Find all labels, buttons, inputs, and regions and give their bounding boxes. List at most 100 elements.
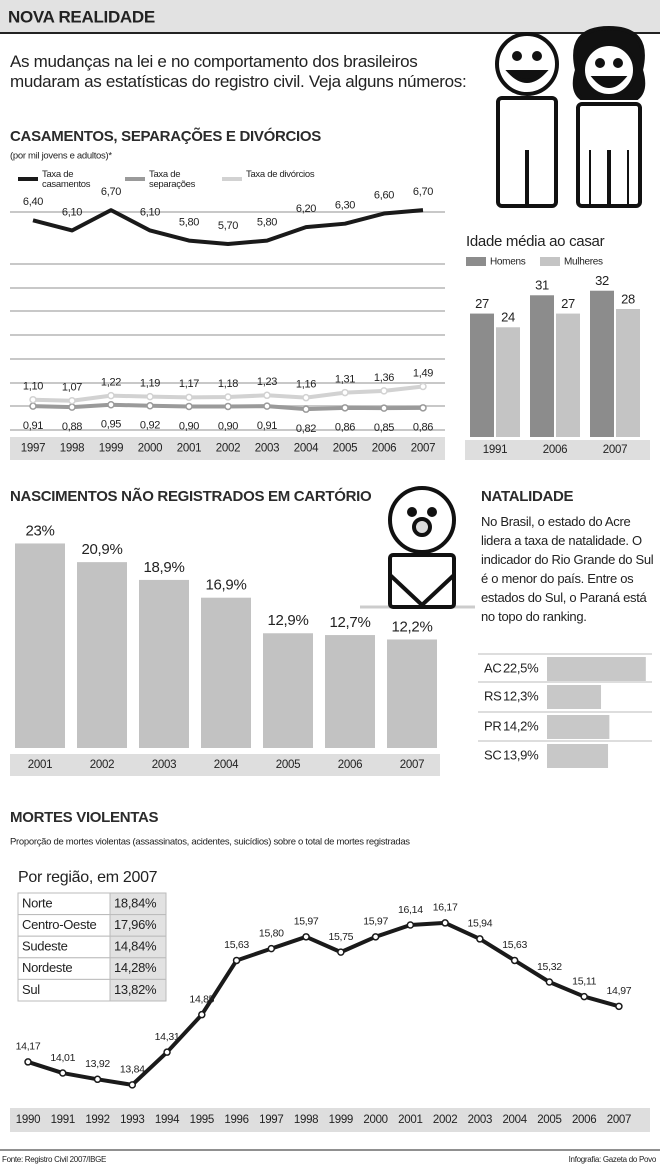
table-value: 17,96% — [114, 917, 157, 932]
point-marker — [419, 404, 427, 412]
x-tick-label: 2001 — [398, 1114, 422, 1126]
data-label: 0,86 — [413, 422, 433, 434]
point-marker — [419, 382, 427, 391]
page-title: NOVA REALIDADE — [8, 7, 155, 26]
x-tick-label: 1995 — [190, 1114, 214, 1126]
x-tick-label: 1997 — [21, 443, 45, 455]
x-tick-label: 1993 — [120, 1114, 144, 1126]
data-label: 0,92 — [140, 420, 160, 432]
data-label: 16,14 — [398, 904, 423, 916]
data-label: 14,2% — [503, 718, 539, 733]
data-label: 6,20 — [296, 203, 316, 215]
intro-text: As mudanças na lei e no comportamento do… — [10, 52, 467, 91]
data-label: 6,70 — [413, 186, 433, 198]
data-label: 24 — [501, 310, 515, 325]
data-label: 15,63 — [224, 939, 249, 951]
x-tick-label: 2005 — [537, 1114, 561, 1126]
bar — [556, 313, 580, 437]
bar — [139, 579, 189, 748]
data-label: 0,88 — [62, 421, 82, 433]
data-label: 31 — [535, 278, 549, 293]
chart-subtitle: Proporção de mortes violentas (assassina… — [10, 837, 410, 848]
data-label: 1,16 — [296, 379, 316, 391]
data-label: 14,01 — [50, 1052, 75, 1064]
data-label: 6,30 — [335, 200, 355, 212]
chart-subtitle: (por mil jovens e adultos)* — [10, 151, 112, 162]
bar — [325, 635, 375, 748]
bar — [77, 562, 127, 748]
data-label: 15,11 — [572, 975, 596, 987]
x-tick-label: 2002 — [433, 1114, 457, 1126]
bar — [201, 597, 251, 748]
point-marker — [146, 402, 154, 410]
x-tick-label: 2007 — [411, 443, 435, 455]
bar — [387, 639, 437, 748]
data-label: 12,7% — [329, 614, 370, 631]
axis-band — [10, 437, 445, 460]
data-label: 5,80 — [257, 217, 277, 229]
data-label: 6,10 — [62, 206, 82, 218]
data-label: 0,95 — [101, 419, 121, 431]
x-tick-label: 2006 — [572, 1114, 596, 1126]
point-marker — [146, 392, 154, 401]
data-label: 1,10 — [23, 381, 43, 393]
x-tick-label: 1996 — [224, 1114, 248, 1126]
bar — [616, 309, 640, 437]
table-label: Sudeste — [22, 939, 68, 954]
legend-swatch — [466, 257, 486, 266]
data-label: 15,94 — [467, 918, 492, 930]
point-marker — [476, 935, 484, 943]
point-marker — [371, 933, 380, 941]
data-label: 15,75 — [328, 931, 353, 943]
data-label: 28 — [621, 291, 635, 306]
data-label: 16,9% — [205, 577, 246, 594]
point-marker — [380, 387, 388, 395]
data-label: 16,17 — [433, 902, 458, 914]
point-marker — [224, 393, 232, 401]
y-tick-label: AC — [484, 660, 501, 675]
x-tick-label: 1998 — [294, 1114, 318, 1126]
bar — [15, 543, 65, 748]
table-value: 14,84% — [114, 939, 157, 954]
point-marker — [29, 402, 37, 410]
x-tick-label: 2003 — [468, 1114, 492, 1126]
legend-label: Taxa de separações — [149, 169, 196, 190]
point-marker — [406, 921, 415, 929]
bar — [470, 313, 494, 437]
data-label: 14,97 — [607, 985, 632, 997]
x-tick-label: 2006 — [543, 444, 567, 456]
axis-band — [465, 440, 650, 460]
point-marker — [510, 956, 519, 965]
table-value: 13,82% — [114, 982, 157, 997]
data-label: 14,85 — [189, 993, 214, 1005]
table-cell — [109, 978, 167, 1002]
x-tick-label: 2005 — [276, 759, 300, 771]
chart-title: MORTES VIOLENTAS — [10, 809, 159, 826]
data-label: 6,60 — [374, 189, 394, 201]
source: Fonte: Registro Civil 2007/IBGE — [2, 1155, 106, 1164]
data-label: 27 — [561, 296, 575, 311]
data-label: 23% — [25, 522, 54, 539]
point-marker — [341, 388, 349, 397]
point-marker — [128, 1081, 137, 1089]
legend-label: Taxa de casamentos — [42, 169, 91, 190]
point-marker — [302, 933, 310, 941]
x-tick-label: 2007 — [603, 444, 627, 456]
data-label: 6,40 — [23, 196, 43, 208]
data-label: 12,3% — [503, 688, 539, 703]
y-tick-label: RS — [484, 688, 502, 703]
data-label: 1,07 — [62, 382, 82, 394]
point-marker — [341, 404, 349, 412]
point-marker — [615, 1002, 623, 1011]
bar — [547, 744, 609, 768]
data-label: 1,36 — [374, 372, 394, 384]
data-label: 5,80 — [179, 217, 199, 229]
bar — [547, 657, 646, 681]
x-tick-label: 2001 — [28, 759, 52, 771]
data-label: 1,17 — [179, 378, 199, 390]
bar — [496, 327, 520, 437]
data-label: 14,17 — [16, 1041, 41, 1053]
legend-swatch — [540, 257, 560, 266]
